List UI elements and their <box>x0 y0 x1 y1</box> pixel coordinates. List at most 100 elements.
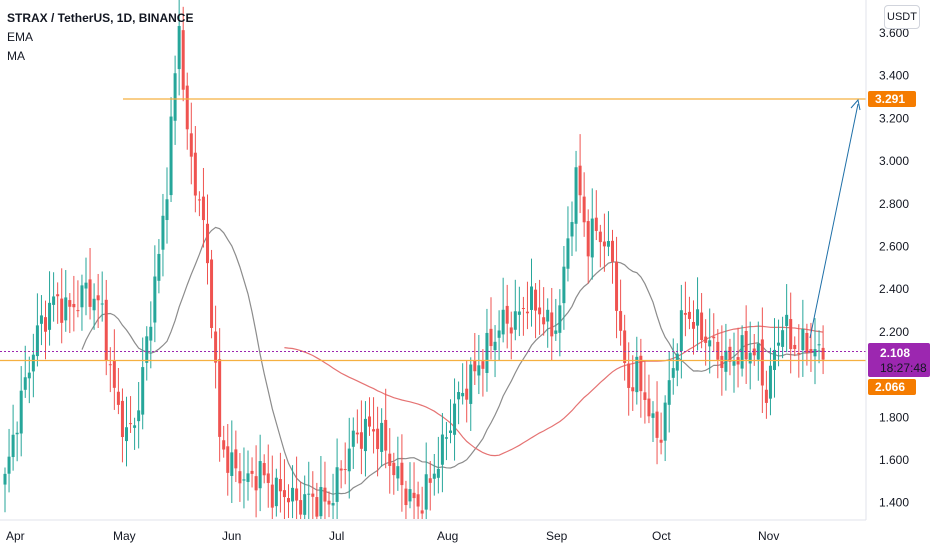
candle-body <box>343 469 347 471</box>
candle-body <box>444 437 448 439</box>
candle-body <box>315 497 319 517</box>
price-tick-label: 2.600 <box>879 240 909 254</box>
candle-body <box>489 328 493 347</box>
candle-body <box>420 510 424 514</box>
candle-body <box>282 490 286 498</box>
candle-body <box>404 488 408 506</box>
candle-body <box>546 309 550 322</box>
candle-body <box>355 432 359 435</box>
price-tick-label: 3.000 <box>879 154 909 168</box>
candle-body <box>481 361 485 369</box>
candle-body <box>538 307 542 315</box>
candle-body <box>368 416 371 427</box>
candle-body <box>270 484 274 508</box>
price-tick-label: 3.400 <box>879 69 909 83</box>
support-price-badge-text: 2.066 <box>875 380 905 394</box>
candle-body <box>400 462 404 486</box>
candle-body <box>258 461 262 489</box>
candle-body <box>432 473 436 479</box>
time-axis-label: Oct <box>652 529 671 543</box>
candle-body <box>724 350 728 372</box>
candle-body <box>116 391 120 405</box>
candle-body <box>27 372 31 379</box>
candle-body <box>173 73 177 121</box>
candle-body <box>655 411 659 438</box>
candle-body <box>760 339 764 386</box>
candle-body <box>679 310 683 352</box>
candle-body <box>303 494 307 515</box>
candle-body <box>659 439 663 443</box>
candle-body <box>485 332 489 373</box>
candle-body <box>15 432 19 435</box>
candle-body <box>700 312 704 341</box>
candle-body <box>238 471 242 484</box>
candle-body <box>7 456 11 474</box>
candle-body <box>708 340 712 347</box>
candle-body <box>469 364 473 404</box>
candle-body <box>335 467 339 502</box>
price-tick-label: 1.600 <box>879 453 909 467</box>
candle-body <box>671 368 675 378</box>
candle-body <box>157 253 161 281</box>
time-axis-label: May <box>113 529 136 543</box>
ma-indicator-label[interactable]: MA <box>7 49 25 63</box>
candle-body <box>740 335 744 369</box>
candle-body <box>651 413 655 418</box>
candle-body <box>327 500 331 505</box>
candle-body <box>230 452 234 476</box>
candle-body <box>416 494 420 507</box>
candle-body <box>100 303 104 305</box>
symbol-title[interactable]: STRAX / TetherUS, 1D, BINANCE <box>7 11 194 25</box>
candle-body <box>274 477 278 507</box>
candle-body <box>781 330 785 347</box>
candle-body <box>11 434 15 458</box>
candle-body <box>692 321 695 329</box>
currency-unit-button[interactable]: USDT <box>884 5 920 29</box>
candle-body <box>606 241 610 247</box>
candle-body <box>359 432 363 449</box>
candle-body <box>278 479 282 492</box>
projection-arrow-layer <box>809 98 861 339</box>
candle-body <box>683 312 687 315</box>
time-axis-label: Jul <box>329 529 344 543</box>
ema-indicator-label[interactable]: EMA <box>7 30 34 44</box>
levels-layer <box>0 98 866 362</box>
candle-body <box>149 326 153 341</box>
candle-body <box>120 400 124 438</box>
candle-body <box>643 392 647 400</box>
candle-body <box>566 238 570 269</box>
candle-body <box>319 487 323 517</box>
candle-body <box>768 365 772 399</box>
price-tick-label: 2.200 <box>879 325 909 339</box>
projection-arrowhead <box>850 98 861 111</box>
candle-body <box>594 217 598 231</box>
candle-body <box>23 377 27 390</box>
candle-body <box>687 311 691 319</box>
candle-body <box>550 312 554 337</box>
candle-body <box>246 473 250 482</box>
candle-body <box>291 487 295 502</box>
candle-body <box>428 478 432 483</box>
candle-body <box>517 311 521 315</box>
candle-body <box>242 479 246 481</box>
price-tick-label: 2.800 <box>879 197 909 211</box>
candle-body <box>169 116 173 196</box>
last-price-badge-text: 2.108 <box>880 346 910 360</box>
candle-body <box>92 298 96 311</box>
time-axis-label: Sep <box>546 529 568 543</box>
last-price-badge-bg <box>868 343 930 377</box>
candle-body <box>424 474 428 510</box>
candle-body <box>145 336 149 363</box>
projection-arrow-line <box>809 103 859 339</box>
candle-body <box>351 430 355 447</box>
candle-body <box>266 473 270 483</box>
candle-body <box>525 311 529 314</box>
candle-body <box>412 492 416 499</box>
candle-body <box>663 402 667 441</box>
candle-body <box>777 342 781 346</box>
candle-body <box>509 327 513 334</box>
candle-body <box>112 360 116 388</box>
candle-body <box>578 165 582 196</box>
candle-body <box>793 344 797 349</box>
